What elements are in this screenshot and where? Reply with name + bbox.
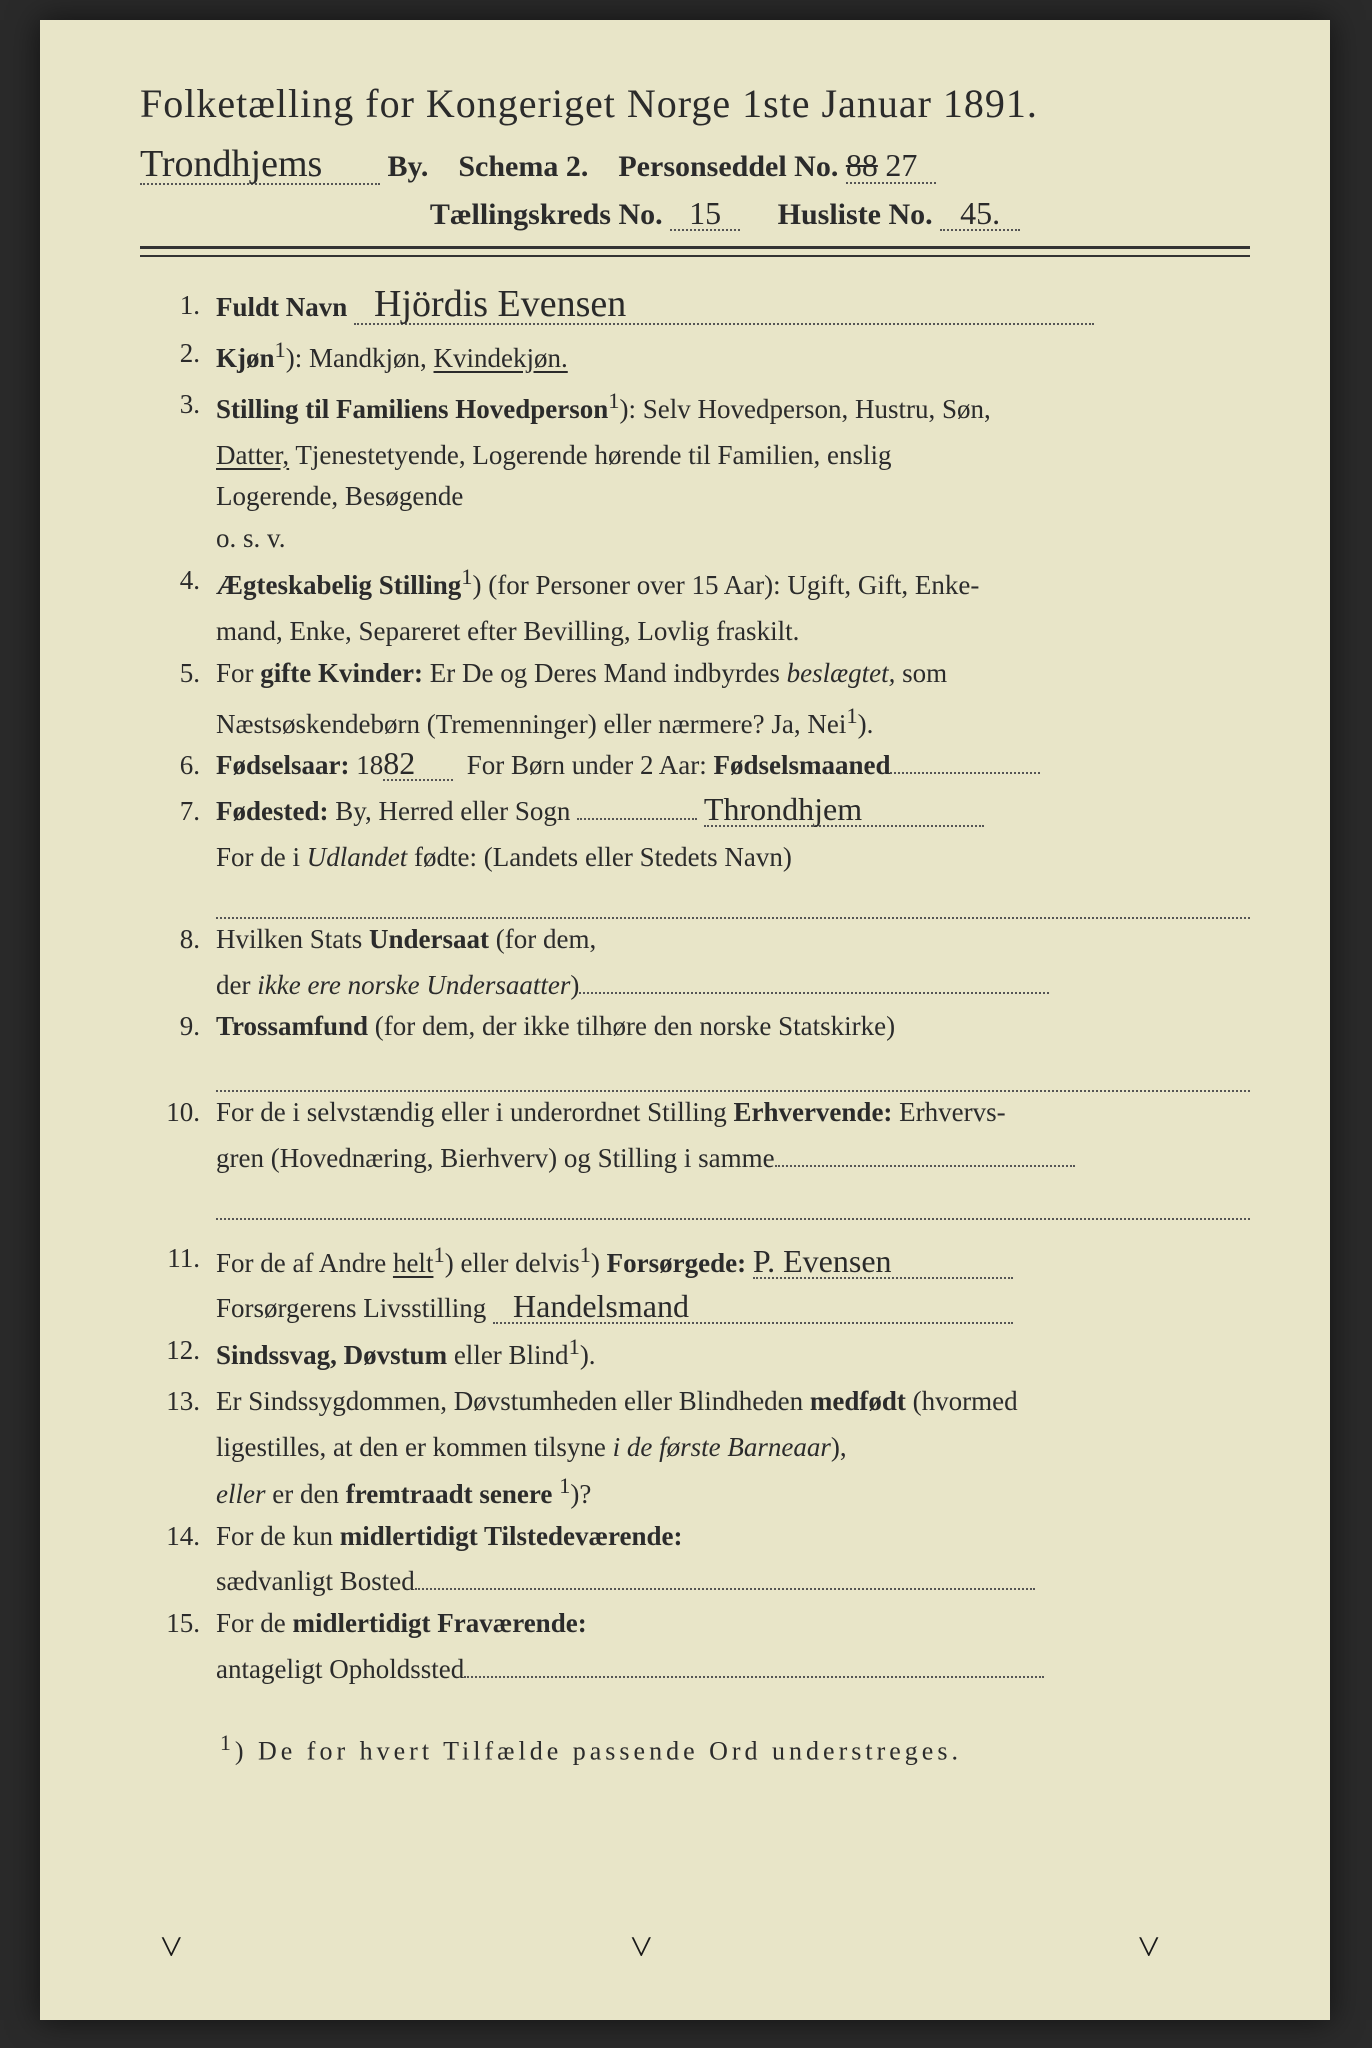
q9-label: Trossamfund <box>216 1011 368 1041</box>
person-no: 88 27 <box>846 149 936 184</box>
num-8: 8. <box>140 919 216 961</box>
row-8b: der ikke ere norske Undersaatter) <box>216 965 1250 1007</box>
row-5: 5. For gifte Kvinder: Er De og Deres Man… <box>140 653 1250 695</box>
row-11b: Forsørgerens Livsstilling Handelsmand <box>216 1288 1250 1330</box>
row-4: 4. Ægteskabelig Stilling1) (for Personer… <box>140 560 1250 607</box>
row-9b-blank <box>216 1052 1250 1092</box>
row-3b: Datter, Tjenestetyende, Logerende hørend… <box>216 435 1250 477</box>
q4-label: Ægteskabelig Stilling <box>216 570 461 600</box>
by-value: Trondhjems <box>140 145 380 185</box>
schema-label: Schema 2. <box>458 150 588 183</box>
q3-label: Stilling til Familiens Hovedperson <box>216 394 608 424</box>
row-6: 6. Fødselsaar: 1882 For Børn under 2 Aar… <box>140 745 1250 787</box>
q2-label: Kjøn <box>216 343 275 373</box>
person-label: Personseddel No. <box>618 150 838 183</box>
row-10c-blank <box>216 1180 1250 1220</box>
q6-label: Fødselsaar: <box>216 750 349 780</box>
row-2: 2. Kjøn1): Mandkjøn, Kvindekjøn. <box>140 333 1250 380</box>
divider-rule <box>140 246 1250 257</box>
row-15: 15. For de midlertidigt Fraværende: <box>140 1603 1250 1645</box>
header-line-1: Trondhjems By. Schema 2. Personseddel No… <box>140 145 1250 185</box>
census-form-page: Folketælling for Kongeriget Norge 1ste J… <box>40 20 1330 2020</box>
row-7b: For de i Udlandet fødte: (Landets eller … <box>216 837 1250 879</box>
row-3c: Logerende, Besøgende <box>216 476 1250 518</box>
header-line-2: Tællingskreds No. 15 Husliste No. 45. <box>140 197 1250 232</box>
tick-mark-icon: ˅ <box>630 1923 653 1970</box>
row-5b: Næstsøskendebørn (Tremenninger) eller næ… <box>216 699 1250 746</box>
num-1: 1. <box>140 285 216 329</box>
num-3: 3. <box>140 384 216 431</box>
row-13c: eller er den fremtraadt senere 1)? <box>216 1469 1250 1516</box>
q1-value: Hjördis Evensen <box>354 285 1094 325</box>
row-13: 13. Er Sindssygdommen, Døvstumheden elle… <box>140 1381 1250 1423</box>
kreds-no: 15 <box>670 197 740 231</box>
q11-value2: Handelsmand <box>493 1290 1013 1324</box>
q7-value: Throndhjem <box>704 793 984 827</box>
num-7: 7. <box>140 791 216 833</box>
q6-year: 82 <box>383 747 453 781</box>
husliste-label: Husliste No. <box>778 198 933 231</box>
num-5: 5. <box>140 653 216 695</box>
q1-label: Fuldt Navn <box>216 292 347 322</box>
q11-value1: P. Evensen <box>753 1245 1013 1279</box>
row-8: 8. Hvilken Stats Undersaat (for dem, <box>140 919 1250 961</box>
main-title: Folketælling for Kongeriget Norge 1ste J… <box>140 80 1250 127</box>
num-2: 2. <box>140 333 216 380</box>
row-14b: sædvanligt Bosted <box>216 1561 1250 1603</box>
row-3: 3. Stilling til Familiens Hovedperson1):… <box>140 384 1250 431</box>
num-12: 12. <box>140 1330 216 1377</box>
row-10b: gren (Hovednæring, Bierhverv) og Stillin… <box>216 1138 1250 1180</box>
tick-mark-icon: ˅ <box>1137 1923 1160 1970</box>
num-11: 11. <box>140 1238 216 1285</box>
row-3d: o. s. v. <box>216 518 1250 560</box>
by-label: By. <box>388 150 429 183</box>
row-1: 1. Fuldt Navn Hjördis Evensen <box>140 285 1250 329</box>
num-4: 4. <box>140 560 216 607</box>
row-4b: mand, Enke, Separeret efter Bevilling, L… <box>216 611 1250 653</box>
num-15: 15. <box>140 1603 216 1645</box>
q2-opt2: Kvindekjøn. <box>434 343 568 373</box>
row-13b: ligestilles, at den er kommen tilsyne i … <box>216 1427 1250 1469</box>
husliste-no: 45. <box>940 197 1020 231</box>
row-12: 12. Sindssvag, Døvstum eller Blind1). <box>140 1330 1250 1377</box>
footnote: 1) De for hvert Tilfælde passende Ord un… <box>220 1731 1250 1767</box>
q6-month <box>890 772 1040 774</box>
kreds-label: Tællingskreds No. <box>430 198 663 231</box>
q2-opt1: Mandkjøn, <box>309 343 427 373</box>
row-9: 9. Trossamfund (for dem, der ikke tilhør… <box>140 1006 1250 1048</box>
num-14: 14. <box>140 1516 216 1558</box>
q12-label: Sindssvag, Døvstum <box>216 1340 447 1370</box>
row-14: 14. For de kun midlertidigt Tilstedevære… <box>140 1516 1250 1558</box>
num-10: 10. <box>140 1092 216 1134</box>
row-7c-blank <box>216 879 1250 919</box>
row-7: 7. Fødested: By, Herred eller Sogn Thron… <box>140 791 1250 833</box>
q7-label: Fødested: <box>216 796 328 826</box>
row-11: 11. For de af Andre helt1) eller delvis1… <box>140 1238 1250 1285</box>
num-13: 13. <box>140 1381 216 1423</box>
num-9: 9. <box>140 1006 216 1048</box>
num-6: 6. <box>140 745 216 787</box>
row-15b: antageligt Opholdssted <box>216 1649 1250 1691</box>
tick-mark-icon: ˅ <box>160 1923 183 1970</box>
row-10: 10. For de i selvstændig eller i underor… <box>140 1092 1250 1134</box>
